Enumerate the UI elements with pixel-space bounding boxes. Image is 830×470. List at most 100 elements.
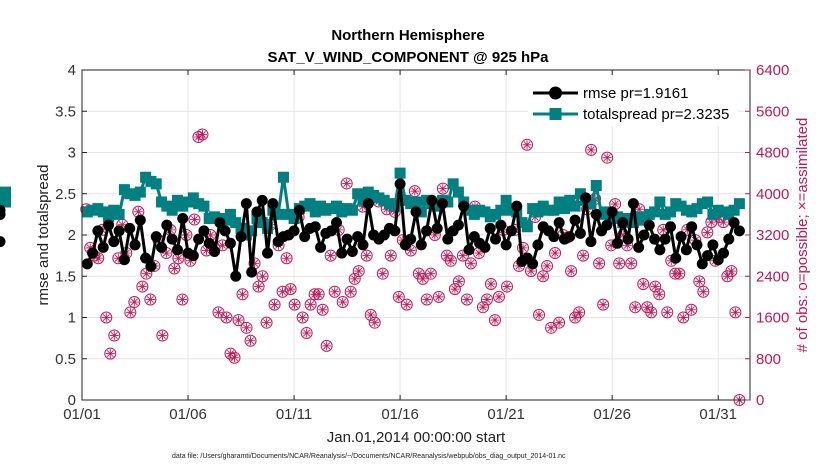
obs-point xyxy=(549,247,562,260)
y-tick-label: 3.5 xyxy=(55,103,76,120)
obs-point xyxy=(364,308,377,321)
obs-point xyxy=(573,306,586,319)
totalspread-point xyxy=(113,208,125,220)
totalspread-point xyxy=(389,200,401,212)
obs-assimilated-marker xyxy=(170,265,178,273)
obs-assimilated-marker xyxy=(635,205,643,213)
obs-assimilated-marker xyxy=(463,295,471,303)
y-axis-label: rmse and totalspread xyxy=(35,165,52,306)
totalspread-point xyxy=(452,186,464,198)
obs-point xyxy=(392,290,405,303)
obs-point xyxy=(276,285,289,298)
y-tick-label: 1 xyxy=(68,310,76,327)
obs-point xyxy=(188,213,201,226)
obs-possible-marker xyxy=(192,131,205,144)
rmse-point xyxy=(219,225,231,237)
obs-possible-marker xyxy=(537,270,550,283)
rmse-point xyxy=(235,231,247,243)
obs-possible-marker xyxy=(260,316,273,329)
obs-assimilated-marker xyxy=(599,301,607,309)
totalspread-point xyxy=(224,208,236,220)
obs-possible-marker xyxy=(240,321,253,334)
totalspread-point xyxy=(277,171,289,183)
obs-point xyxy=(376,267,389,280)
obs-assimilated-marker xyxy=(651,283,659,291)
obs-possible-marker xyxy=(280,252,293,265)
rmse-point xyxy=(431,222,443,234)
obs-assimilated-marker xyxy=(487,280,495,288)
rmse-point xyxy=(267,198,279,210)
obs-assimilated-marker xyxy=(423,295,431,303)
rmse-point xyxy=(171,244,183,256)
obs-point xyxy=(296,311,309,324)
rmse-point xyxy=(262,247,274,259)
obs-possible-marker xyxy=(645,306,658,319)
obs-assimilated-marker xyxy=(699,288,707,296)
obs-possible-marker xyxy=(104,347,117,360)
obs-assimilated-marker xyxy=(387,252,395,260)
y2-tick-label: 0 xyxy=(756,392,764,409)
totalspread-point xyxy=(410,196,422,208)
obs-assimilated-marker xyxy=(551,249,559,257)
obs-possible-marker xyxy=(500,280,513,293)
obs-assimilated-marker xyxy=(443,252,451,260)
obs-assimilated-marker xyxy=(339,298,347,306)
obs-possible-marker xyxy=(673,267,686,280)
obs-assimilated-marker xyxy=(291,301,299,309)
obs-point xyxy=(320,339,333,352)
rmse-point xyxy=(198,225,210,237)
rmse-point xyxy=(479,241,491,253)
obs-assimilated-marker xyxy=(194,133,202,141)
obs-possible-marker xyxy=(725,265,738,278)
obs-possible-marker xyxy=(484,277,497,290)
obs-assimilated-marker xyxy=(615,259,623,267)
y-tick-label: 2.5 xyxy=(55,186,76,203)
y2-tick-label: 4800 xyxy=(756,145,789,162)
totalspread-point xyxy=(553,196,565,208)
rmse-point xyxy=(256,194,268,206)
rmse-point xyxy=(405,233,417,245)
y-tick-label: 4 xyxy=(68,62,76,79)
obs-assimilated-marker xyxy=(214,308,222,316)
obs-point xyxy=(360,249,373,262)
obs-possible-marker xyxy=(344,285,357,298)
obs-assimilated-marker xyxy=(455,277,463,285)
obs-possible-marker xyxy=(424,267,437,280)
obs-possible-marker xyxy=(533,308,546,321)
obs-point xyxy=(220,311,233,324)
obs-assimilated-marker xyxy=(263,319,271,327)
obs-assimilated-marker xyxy=(206,231,214,239)
rmse-point xyxy=(346,246,358,257)
obs-assimilated-marker xyxy=(247,337,255,345)
rmse-point xyxy=(108,236,120,248)
obs-possible-marker xyxy=(220,311,233,324)
obs-possible-marker xyxy=(601,151,614,164)
x-tick-label: 01/16 xyxy=(381,406,419,423)
rmse-point xyxy=(511,200,523,212)
obs-point xyxy=(244,334,257,347)
obs-point xyxy=(701,226,714,239)
rmse-point xyxy=(415,239,427,251)
obs-possible-marker xyxy=(144,293,157,306)
obs-point xyxy=(100,311,113,324)
rmse-point xyxy=(224,237,236,249)
obs-possible-marker xyxy=(456,249,469,262)
obs-possible-marker xyxy=(649,280,662,293)
totalspread-point xyxy=(447,178,459,190)
obs-point xyxy=(597,298,610,311)
rmse-series xyxy=(0,178,745,282)
totalspread-point xyxy=(309,206,321,218)
rmse-point xyxy=(670,252,682,264)
totalspread-point xyxy=(150,178,162,190)
obs-possible-marker xyxy=(553,316,566,329)
obs-point xyxy=(288,298,301,311)
obs-assimilated-marker xyxy=(142,270,150,278)
rmse-point xyxy=(452,219,464,231)
totalspread-point xyxy=(0,186,11,198)
obs-assimilated-marker xyxy=(719,218,727,226)
obs-possible-marker xyxy=(196,128,209,141)
totalspread-point xyxy=(246,225,258,237)
rmse-point xyxy=(617,217,629,229)
y2-tick-label: 5600 xyxy=(756,103,789,120)
